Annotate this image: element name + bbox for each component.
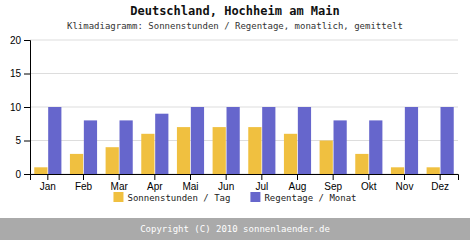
x-tick: Apr	[147, 174, 163, 192]
bar	[34, 167, 47, 174]
legend-item: Sonnenstunden / Tag	[113, 192, 230, 203]
bar	[391, 167, 404, 174]
y-tick: 10	[10, 102, 30, 113]
grid-line	[30, 107, 458, 108]
subtitle: Klimadiagramm: Sonnenstunden / Regentage…	[67, 21, 403, 31]
bar	[227, 107, 240, 174]
annotation: Copyright (C) 2010 sonnenlaender.de	[140, 224, 330, 234]
x-tick: Mar	[111, 174, 129, 192]
x-tick-mark	[154, 174, 155, 180]
x-tick-label: Okt	[361, 181, 377, 192]
x-tick-label: Jun	[218, 181, 234, 192]
bar	[355, 154, 368, 174]
x-tick: Mai	[182, 174, 198, 192]
y-tick-mark	[24, 174, 30, 175]
x-tick-label: Mar	[111, 181, 129, 192]
legend: Sonnenstunden / Tag Regentage / Monat	[113, 192, 356, 203]
bar	[248, 127, 261, 174]
x-tick: Jul	[255, 174, 268, 192]
bar	[284, 134, 297, 174]
x-axis-line	[31, 175, 459, 181]
y-tick-label: 5	[15, 135, 21, 146]
title: Deutschland, Hochheim am Main	[130, 4, 340, 18]
x-tick: Jun	[218, 174, 234, 192]
y-tick-mark	[24, 40, 30, 41]
x-tick-mark	[297, 174, 298, 180]
bar	[106, 147, 119, 174]
y-tick-mark	[24, 107, 30, 108]
x-tick: Okt	[361, 174, 377, 192]
grid-line	[30, 40, 458, 41]
x-tick-mark	[83, 174, 84, 180]
bars	[34, 107, 453, 174]
bar	[334, 120, 347, 174]
x-tick: Sep	[324, 174, 342, 192]
legend-label: Regentage / Monat	[264, 193, 356, 203]
bar	[120, 120, 133, 174]
bar	[48, 107, 61, 174]
legend-swatch	[250, 192, 260, 202]
y-axis-line	[24, 41, 31, 175]
y-tick: 5	[15, 135, 30, 146]
plot: 0 5 10 15 20 Jan Feb Mar Apr Mai Jun Jul Aug Sep Okt No…	[10, 35, 459, 192]
grid	[30, 40, 458, 174]
bar	[191, 107, 204, 174]
x-tick-mark	[333, 174, 334, 180]
bar	[213, 127, 226, 174]
x-tick-mark	[226, 174, 227, 180]
x-tick: Nov	[396, 174, 414, 192]
bar	[441, 107, 454, 174]
x-tick-mark	[47, 174, 48, 180]
x-tick-mark	[404, 174, 405, 180]
x-tick: Feb	[75, 174, 93, 192]
bar	[320, 141, 333, 175]
bar	[298, 107, 311, 174]
x-tick-label: Aug	[289, 181, 307, 192]
x-tick-mark	[190, 174, 191, 180]
x-tick-label: Mai	[182, 181, 198, 192]
bar	[427, 167, 440, 174]
y-tick: 20	[10, 35, 30, 46]
y-tick: 15	[10, 68, 30, 79]
bar	[177, 127, 190, 174]
x-tick-mark	[440, 174, 441, 180]
bar	[84, 120, 97, 174]
bar	[70, 154, 83, 174]
y-tick-mark	[24, 74, 30, 75]
x-axis: Jan Feb Mar Apr Mai Jun Jul Aug Sep Okt Nov Dez	[31, 174, 459, 192]
legend-label: Sonnenstunden / Tag	[127, 193, 230, 203]
x-tick-mark	[261, 174, 262, 180]
bar	[262, 107, 275, 174]
footer-background	[0, 218, 470, 240]
x-tick-mark	[368, 174, 369, 180]
x-tick-label: Jul	[255, 181, 268, 192]
chart: Deutschland, Hochheim am Main Klimadiagra…	[0, 0, 470, 240]
bar	[369, 120, 382, 174]
bar	[405, 107, 418, 174]
y-tick-label: 10	[10, 102, 22, 113]
y-tick-label: 20	[10, 35, 22, 46]
x-tick-label: Nov	[396, 181, 414, 192]
x-tick: Jan	[40, 174, 56, 192]
y-tick: 0	[15, 169, 30, 180]
x-tick: Dez	[431, 174, 449, 192]
legend-item: Regentage / Monat	[250, 192, 356, 203]
y-tick-label: 15	[10, 68, 22, 79]
y-tick-label: 0	[15, 169, 21, 180]
x-tick-mark	[119, 174, 120, 180]
series	[48, 107, 454, 174]
x-tick-label: Sep	[324, 181, 342, 192]
x-tick-label: Jan	[40, 181, 56, 192]
grid-line	[30, 73, 458, 74]
legend-swatch	[113, 192, 123, 202]
x-tick-label: Feb	[75, 181, 93, 192]
y-axis: 0 5 10 15 20	[10, 35, 31, 180]
x-tick-label: Dez	[431, 181, 449, 192]
x-tick-label: Apr	[147, 181, 163, 192]
y-tick-mark	[24, 141, 30, 142]
bar	[141, 134, 154, 174]
x-tick: Aug	[289, 174, 307, 192]
bar	[155, 114, 168, 174]
